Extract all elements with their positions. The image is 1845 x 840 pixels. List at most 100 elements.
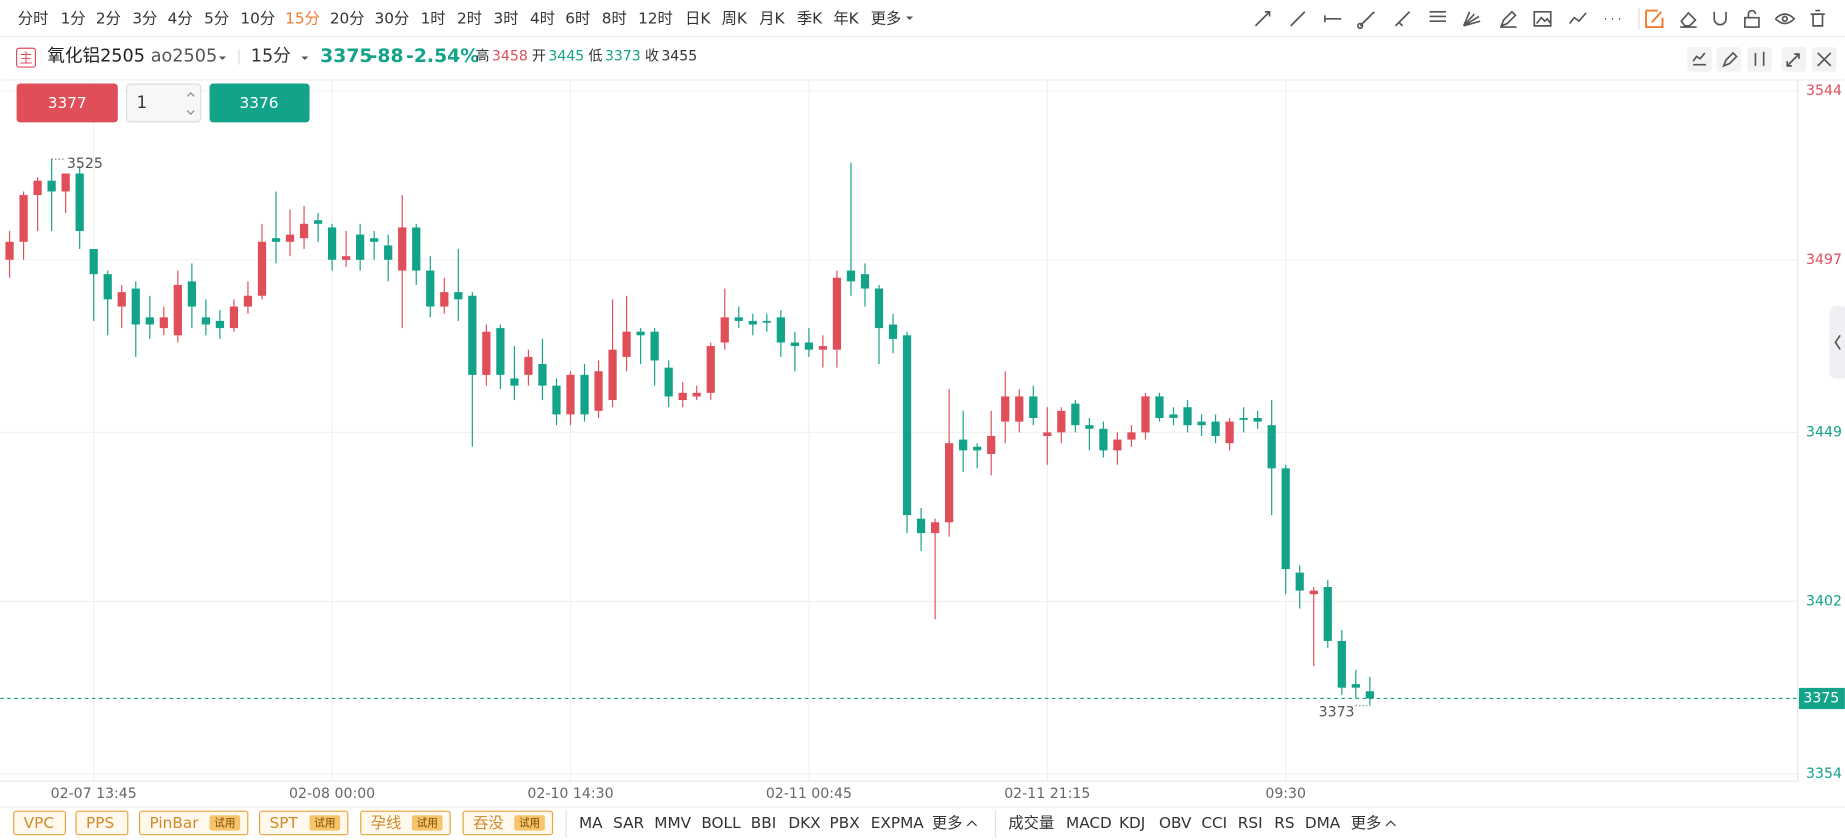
- candle-body: [47, 180, 56, 192]
- candle-body: [1267, 425, 1276, 469]
- tool-icon[interactable]: [1810, 9, 1825, 27]
- main-indicator[interactable]: PBX: [830, 814, 860, 832]
- low-marker: 3373: [1319, 705, 1355, 721]
- period-tab[interactable]: 4时: [530, 9, 555, 27]
- candle-body: [468, 295, 477, 375]
- x-tick-label: 02-11 21:15: [1004, 786, 1090, 802]
- control-button[interactable]: [1716, 47, 1742, 72]
- period-tab[interactable]: 12时: [638, 9, 673, 27]
- tool-icon[interactable]: [1568, 12, 1587, 25]
- last-price-tag-text: 3375: [1803, 690, 1839, 706]
- pattern-name: SPT: [270, 814, 299, 832]
- period-tab[interactable]: 月K: [759, 9, 785, 27]
- candle-body: [61, 173, 70, 192]
- period-tab[interactable]: 2分: [96, 9, 121, 27]
- y-tick-label: 3497: [1806, 252, 1842, 268]
- candle-body: [930, 522, 940, 534]
- period-tab[interactable]: 5分: [204, 9, 229, 27]
- pattern-tag[interactable]: [13, 810, 67, 836]
- control-button[interactable]: [1747, 47, 1772, 72]
- tool-icon[interactable]: [1462, 11, 1481, 27]
- tool-icon[interactable]: [1533, 10, 1552, 27]
- sub-indicator[interactable]: MACD: [1066, 814, 1112, 832]
- x-tick-label: 02-08 00:00: [289, 786, 375, 802]
- candle-body: [804, 342, 814, 350]
- period-tab[interactable]: 1时: [421, 9, 446, 27]
- candle-body: [285, 234, 295, 242]
- period-tab[interactable]: 4分: [168, 9, 193, 27]
- tool-icon[interactable]: [1744, 9, 1760, 28]
- tool-icon[interactable]: [1499, 10, 1517, 28]
- period-tab[interactable]: 10分: [240, 9, 275, 27]
- period-tab[interactable]: 2时: [457, 9, 482, 27]
- change: -88: [370, 46, 404, 67]
- main-indicator[interactable]: 更多: [932, 814, 963, 832]
- sell-button[interactable]: [16, 83, 118, 123]
- tool-icon[interactable]: [1324, 15, 1342, 23]
- main-indicator[interactable]: BBI: [751, 814, 776, 832]
- period-tab[interactable]: 15分: [285, 9, 320, 27]
- side-panel-toggle[interactable]: [1829, 305, 1845, 379]
- period-tab[interactable]: 8时: [602, 9, 627, 27]
- pattern-tag[interactable]: [75, 810, 129, 836]
- tool-icon[interactable]: [1774, 13, 1796, 25]
- sub-indicator[interactable]: 成交量: [1008, 814, 1054, 832]
- buy-price: 3376: [240, 94, 279, 112]
- period-tab[interactable]: 日K: [685, 9, 711, 27]
- tool-icon[interactable]: [1290, 11, 1306, 27]
- period-tab[interactable]: 30分: [375, 9, 410, 27]
- period-tab[interactable]: 6时: [565, 9, 590, 27]
- candle-body: [1057, 410, 1066, 433]
- candle-body: [945, 443, 954, 523]
- period-tab[interactable]: 分时: [18, 9, 49, 27]
- tool-icon[interactable]: [1680, 11, 1697, 28]
- sub-indicator[interactable]: RSI: [1238, 814, 1263, 832]
- qty-input[interactable]: [126, 83, 202, 123]
- candle-body: [1239, 418, 1248, 420]
- tool-icon[interactable]: [1394, 11, 1411, 27]
- sub-indicator[interactable]: RS: [1274, 814, 1294, 832]
- period-select[interactable]: 15分: [251, 45, 291, 66]
- period-tab[interactable]: 更多: [871, 9, 902, 27]
- period-tab[interactable]: 季K: [797, 9, 823, 27]
- qty-spinner[interactable]: [186, 92, 195, 115]
- tool-icon[interactable]: [1429, 10, 1447, 22]
- main-indicator[interactable]: EXPMA: [871, 814, 925, 832]
- tool-icon[interactable]: [1254, 10, 1271, 27]
- x-tick-label: 02-07 13:45: [51, 786, 137, 802]
- candle-body: [860, 274, 870, 289]
- candle-body: [89, 249, 98, 275]
- control-icon: [1722, 51, 1738, 68]
- candle-body: [636, 331, 645, 336]
- period-tab[interactable]: 周K: [722, 9, 748, 27]
- tool-icon[interactable]: [1713, 11, 1727, 26]
- drawing-tools: [1254, 9, 1825, 30]
- main-indicator[interactable]: DKX: [788, 814, 820, 832]
- candle-body: [103, 274, 112, 300]
- main-indicator[interactable]: MA: [579, 814, 603, 832]
- sub-indicator[interactable]: KDJ: [1119, 814, 1145, 832]
- symbol-name[interactable]: 氧化铝2505: [47, 45, 145, 66]
- sub-indicator[interactable]: OBV: [1159, 814, 1192, 832]
- sub-indicator[interactable]: 更多: [1351, 814, 1382, 832]
- symbol-code[interactable]: ao2505: [151, 46, 217, 66]
- sub-indicator[interactable]: CCI: [1201, 814, 1227, 832]
- main-indicator[interactable]: BOLL: [701, 814, 741, 832]
- candle-body: [257, 241, 267, 296]
- period-tab[interactable]: 3时: [494, 9, 519, 27]
- buy-button[interactable]: [209, 83, 310, 123]
- main-indicator[interactable]: MMV: [654, 814, 691, 832]
- candle-body: [720, 317, 729, 343]
- period-tab[interactable]: 20分: [330, 9, 365, 27]
- period-tab[interactable]: 年K: [833, 9, 859, 27]
- candle-body: [201, 317, 211, 325]
- period-tab[interactable]: 1分: [61, 9, 86, 27]
- period-tab[interactable]: 3分: [132, 9, 157, 27]
- sub-indicator[interactable]: DMA: [1305, 814, 1341, 832]
- candle-body: [243, 295, 253, 307]
- tool-icon[interactable]: [1356, 11, 1375, 30]
- candle-body: [299, 223, 309, 239]
- candle-body: [538, 364, 547, 386]
- tool-icon[interactable]: [1645, 9, 1664, 28]
- main-indicator[interactable]: SAR: [613, 814, 644, 832]
